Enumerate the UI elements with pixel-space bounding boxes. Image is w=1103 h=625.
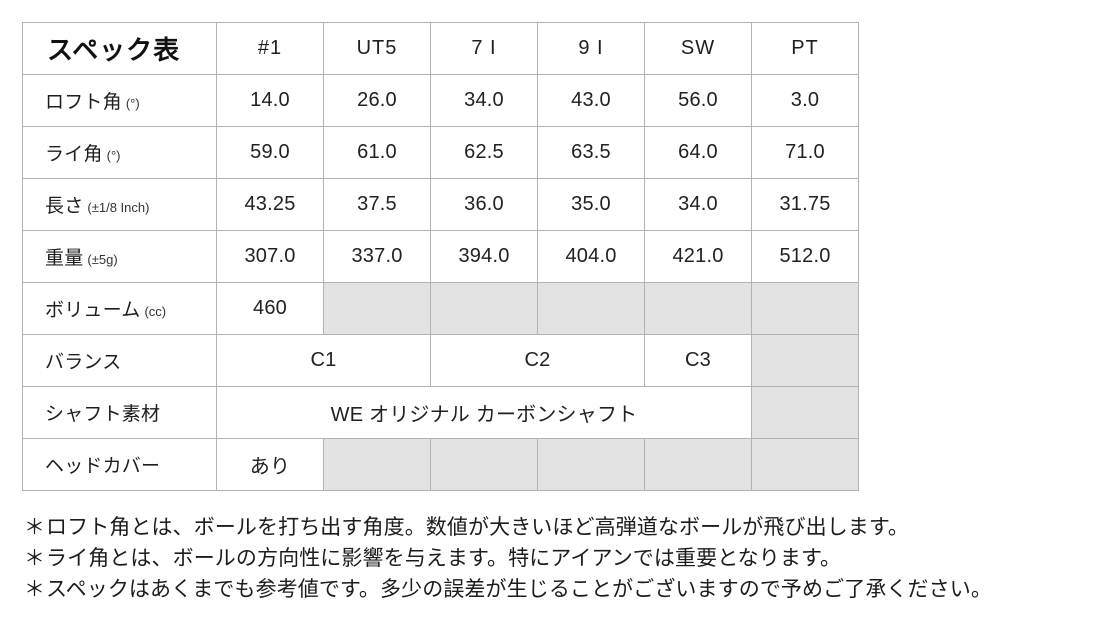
table-title: スペック表 xyxy=(22,22,217,75)
cell-weight-sw: 421.0 xyxy=(644,230,752,283)
row-label-lie-angle: ライ角 (°) xyxy=(22,126,217,179)
footnote-text: ロフト角とは、ボールを打ち出す角度。数値が大きいほど高弾道なボールが飛び出します… xyxy=(46,516,909,539)
footnote-star-marker: ＊ xyxy=(24,516,46,539)
table-row-lie-angle: ライ角 (°) 59.0 61.0 62.5 63.5 64.0 71.0 xyxy=(22,126,859,179)
cell-volume-pt-empty xyxy=(751,282,859,335)
table-row-volume: ボリューム (cc) 460 xyxy=(22,282,859,335)
column-header-9i: 9 I xyxy=(537,22,645,75)
row-label-unit: (±5g) xyxy=(87,252,118,267)
footnote-star-marker: ＊ xyxy=(24,578,46,601)
cell-loft-sw: 56.0 xyxy=(644,74,752,127)
cell-head-cover-sw-empty xyxy=(644,438,752,491)
column-header-sw: SW xyxy=(644,22,752,75)
table-row-loft-angle: ロフト角 (°) 14.0 26.0 34.0 43.0 56.0 3.0 xyxy=(22,74,859,127)
row-label-balance: バランス xyxy=(22,334,217,387)
column-header-1: #1 xyxy=(216,22,324,75)
footnotes-section: ＊ロフト角とは、ボールを打ち出す角度。数値が大きいほど高弾道なボールが飛び出しま… xyxy=(24,512,1084,605)
cell-loft-ut5: 26.0 xyxy=(323,74,431,127)
row-label-unit: (cc) xyxy=(144,304,167,319)
specification-table: スペック表 #1 UT5 7 I 9 I SW PT ロフト角 (°) 14.0 … xyxy=(22,22,859,491)
row-label-head-cover: ヘッドカバー xyxy=(22,438,217,491)
table-row-head-cover: ヘッドカバー あり xyxy=(22,438,859,491)
cell-volume-ut5-empty xyxy=(323,282,431,335)
cell-shaft-material-pt-empty xyxy=(751,386,859,439)
row-label-text: ロフト角 xyxy=(45,92,122,113)
cell-shaft-material-value: WE オリジナル カーボンシャフト xyxy=(216,386,752,439)
cell-length-9i: 35.0 xyxy=(537,178,645,231)
table-header-row: スペック表 #1 UT5 7 I 9 I SW PT xyxy=(22,22,859,75)
cell-lie-7i: 62.5 xyxy=(430,126,538,179)
cell-length-7i: 36.0 xyxy=(430,178,538,231)
cell-volume-9i-empty xyxy=(537,282,645,335)
cell-weight-pt: 512.0 xyxy=(751,230,859,283)
footnote-text: ライ角とは、ボールの方向性に影響を与えます。特にアイアンでは重要となります。 xyxy=(46,547,842,570)
cell-balance-c3: C3 xyxy=(644,334,752,387)
footnote-lie-angle: ＊ライ角とは、ボールの方向性に影響を与えます。特にアイアンでは重要となります。 xyxy=(24,543,1084,574)
row-label-text: シャフト素材 xyxy=(45,404,161,425)
column-header-pt: PT xyxy=(751,22,859,75)
spec-table-container: スペック表 #1 UT5 7 I 9 I SW PT ロフト角 (°) 14.0 … xyxy=(22,22,859,491)
cell-head-cover-7i-empty xyxy=(430,438,538,491)
cell-length-pt: 31.75 xyxy=(751,178,859,231)
table-row-shaft-material: シャフト素材 WE オリジナル カーボンシャフト xyxy=(22,386,859,439)
cell-loft-pt: 3.0 xyxy=(751,74,859,127)
row-label-text: 重量 xyxy=(45,248,84,269)
footnote-star-marker: ＊ xyxy=(24,547,46,570)
column-header-7i: 7 I xyxy=(430,22,538,75)
cell-length-1: 43.25 xyxy=(216,178,324,231)
cell-length-sw: 34.0 xyxy=(644,178,752,231)
cell-lie-9i: 63.5 xyxy=(537,126,645,179)
cell-lie-1: 59.0 xyxy=(216,126,324,179)
column-header-ut5: UT5 xyxy=(323,22,431,75)
table-row-length: 長さ (±1/8 Inch) 43.25 37.5 36.0 35.0 34.0 … xyxy=(22,178,859,231)
cell-weight-9i: 404.0 xyxy=(537,230,645,283)
row-label-text: バランス xyxy=(45,352,122,373)
row-label-text: ボリューム xyxy=(45,300,141,321)
cell-head-cover-9i-empty xyxy=(537,438,645,491)
cell-length-ut5: 37.5 xyxy=(323,178,431,231)
cell-lie-pt: 71.0 xyxy=(751,126,859,179)
cell-balance-pt-empty xyxy=(751,334,859,387)
cell-lie-ut5: 61.0 xyxy=(323,126,431,179)
cell-balance-c1: C1 xyxy=(216,334,431,387)
cell-lie-sw: 64.0 xyxy=(644,126,752,179)
cell-loft-7i: 34.0 xyxy=(430,74,538,127)
cell-weight-1: 307.0 xyxy=(216,230,324,283)
row-label-loft-angle: ロフト角 (°) xyxy=(22,74,217,127)
cell-weight-ut5: 337.0 xyxy=(323,230,431,283)
footnote-loft-angle: ＊ロフト角とは、ボールを打ち出す角度。数値が大きいほど高弾道なボールが飛び出しま… xyxy=(24,512,1084,543)
row-label-volume: ボリューム (cc) xyxy=(22,282,217,335)
footnote-text: スペックはあくまでも参考値です。多少の誤差が生じることがございますので予めご了承… xyxy=(46,578,992,601)
row-label-unit: (°) xyxy=(106,148,121,163)
cell-head-cover-pt-empty xyxy=(751,438,859,491)
table-row-balance: バランス C1 C2 C3 xyxy=(22,334,859,387)
row-label-length: 長さ (±1/8 Inch) xyxy=(22,178,217,231)
cell-volume-7i-empty xyxy=(430,282,538,335)
row-label-unit: (±1/8 Inch) xyxy=(87,200,150,215)
row-label-weight: 重量 (±5g) xyxy=(22,230,217,283)
cell-loft-1: 14.0 xyxy=(216,74,324,127)
cell-balance-c2: C2 xyxy=(430,334,645,387)
row-label-text: ライ角 xyxy=(45,144,103,165)
cell-head-cover-1: あり xyxy=(216,438,324,491)
cell-head-cover-ut5-empty xyxy=(323,438,431,491)
row-label-shaft-material: シャフト素材 xyxy=(22,386,217,439)
table-row-weight: 重量 (±5g) 307.0 337.0 394.0 404.0 421.0 51… xyxy=(22,230,859,283)
cell-weight-7i: 394.0 xyxy=(430,230,538,283)
row-label-unit: (°) xyxy=(125,96,140,111)
footnote-spec-disclaimer: ＊スペックはあくまでも参考値です。多少の誤差が生じることがございますので予めご了… xyxy=(24,574,1084,605)
row-label-text: 長さ xyxy=(45,196,84,217)
cell-volume-1: 460 xyxy=(216,282,324,335)
row-label-text: ヘッドカバー xyxy=(45,456,161,477)
cell-loft-9i: 43.0 xyxy=(537,74,645,127)
cell-volume-sw-empty xyxy=(644,282,752,335)
